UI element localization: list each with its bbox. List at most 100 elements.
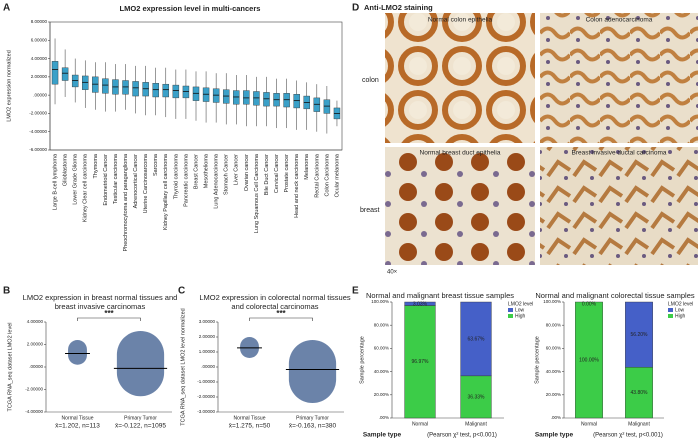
data-label: 96.97% (412, 359, 430, 365)
staining-title: Anti-LMO2 staining (364, 3, 433, 12)
x-tick-label: Lung Adenocarcinoma (214, 153, 220, 209)
x-tick-label: Colon Carcinoma (324, 153, 330, 196)
x-tick-label: Prostate cancer (284, 154, 290, 193)
point-cloud (68, 340, 87, 365)
box (243, 90, 250, 105)
box (122, 80, 129, 95)
y-tick-label: 1.00000 (199, 349, 216, 354)
box (222, 89, 230, 104)
legend-swatch (668, 308, 673, 312)
chart-title: LMO2 expression level in multi-cancers (119, 4, 261, 13)
y-tick-label: 40.00% (374, 369, 389, 374)
box (263, 92, 270, 107)
x-tick-label: Bile Duct Cancer (264, 154, 270, 195)
chart-title: Normal and malignant breast tissue sampl… (366, 291, 514, 300)
box (51, 61, 59, 85)
x-tick-label: Stomach Cancer (224, 154, 230, 195)
box (152, 83, 159, 98)
panel-label: C (178, 286, 185, 297)
y-axis-label: Sample percentage (534, 336, 540, 384)
x-tick-label: Adrenocortical Cancer (133, 154, 139, 209)
x-tick-label: Sarcoma (153, 153, 159, 176)
bar-segment (625, 301, 653, 368)
y-tick-label: 2.00000 (199, 334, 216, 339)
legend-swatch (508, 314, 513, 318)
significance: *** (104, 309, 114, 318)
image-caption: Breast invasive ductal carcinoma (571, 150, 666, 157)
micrograph (540, 147, 698, 265)
box (92, 76, 99, 93)
y-tick-label: 60.00% (374, 346, 389, 351)
data-label: 36.33% (468, 394, 486, 400)
data-label: 43.80% (631, 390, 649, 396)
legend-label: High (675, 313, 686, 319)
x-tick-label: Normal (412, 421, 428, 427)
image-caption: Colon adenocarcinoma (586, 17, 653, 24)
bar-segment (404, 305, 436, 419)
x-axis-label: Sample type (535, 432, 574, 439)
x-tick-label: Thyroid carcinoma (173, 153, 179, 199)
y-tick-label: 20.00% (546, 392, 561, 397)
chart-title: Normal and malignant colorectal tissue s… (535, 291, 695, 300)
panel-label: A (3, 3, 10, 14)
box (182, 85, 190, 99)
test-note: (Pearson χ² test, p<0.001) (427, 433, 497, 439)
x-tick-label: Kidney Papillary cell carcinoma (163, 153, 169, 230)
bar-segment (404, 301, 436, 306)
y-axis-label: TCGA RNA_seq dataset LMO2 level normaliz… (180, 308, 186, 425)
x-tick-label: Normal Tissue (234, 415, 266, 421)
box (61, 67, 69, 81)
row-label: breast (360, 207, 380, 214)
y-tick-label: 6.00000 (31, 37, 48, 42)
box (71, 74, 79, 88)
data-label: 100.00% (579, 357, 599, 363)
micrograph (385, 147, 535, 265)
legend-title: LMO2 level (508, 301, 533, 307)
y-tick-label: .00000 (201, 364, 215, 369)
y-tick-label: -2.00000 (197, 394, 215, 399)
bar-segment (460, 301, 492, 377)
y-tick-label: .00000 (33, 92, 47, 97)
significance-bracket (77, 317, 141, 321)
y-tick-label: 40.00% (546, 369, 561, 374)
panel-label: B (3, 286, 10, 297)
data-label: 56.20% (631, 332, 649, 338)
box (192, 86, 200, 101)
significance-bracket (249, 317, 313, 321)
x-tick-label: Pheochromocytoma and paraganglioma (123, 153, 129, 251)
chart-title: LMO2 expression in breast normal tissues… (22, 293, 178, 311)
y-tick-label: .00% (379, 415, 389, 420)
box (172, 84, 180, 99)
y-tick-label: 80.00% (374, 322, 389, 327)
y-tick-label: 2.00000 (31, 74, 48, 79)
box (233, 90, 240, 105)
y-tick-label: -6.00000 (29, 147, 47, 152)
y-tick-label: 20.00% (374, 392, 389, 397)
test-note: (Pearson χ² test, p<0.001) (593, 433, 663, 439)
x-tick-label: Ovarian cancer (244, 154, 250, 191)
y-tick-label: -3.00000 (197, 409, 215, 414)
x-tick-label: Rectal Carcinoma (314, 153, 320, 198)
bar-segment (460, 375, 492, 419)
stat-label: x̄=-0.122, n=1095 (115, 423, 166, 430)
x-tick-label: Lower Grade Glioma (73, 153, 79, 205)
x-tick-label: Lung Squamous Cell Carcinoma (254, 153, 260, 233)
micrograph (385, 13, 535, 143)
box (102, 78, 109, 94)
box (212, 88, 220, 103)
y-axis-label: TCGA RNA_seq dataset LMO2 level (7, 323, 13, 412)
row-label: colon (362, 77, 379, 84)
y-tick-label: 8.00000 (31, 19, 48, 24)
x-tick-label: Uterine Carcinosarcoma (143, 153, 149, 213)
x-tick-label: Liver Cancer (234, 154, 240, 185)
x-tick-label: Kidney Clear cell carcinoma (83, 153, 89, 222)
image-caption: Normal colon epithelia (428, 17, 493, 24)
y-tick-label: -2.00000 (29, 111, 47, 116)
y-tick-label: 100.00% (371, 299, 389, 304)
point-cloud (288, 340, 337, 403)
x-tick-label: Endometrioid Cancer (103, 154, 109, 206)
box (313, 97, 321, 112)
x-tick-label: Normal Tissue (62, 415, 94, 421)
stat-label: x̄=1.202, n=113 (55, 423, 100, 430)
